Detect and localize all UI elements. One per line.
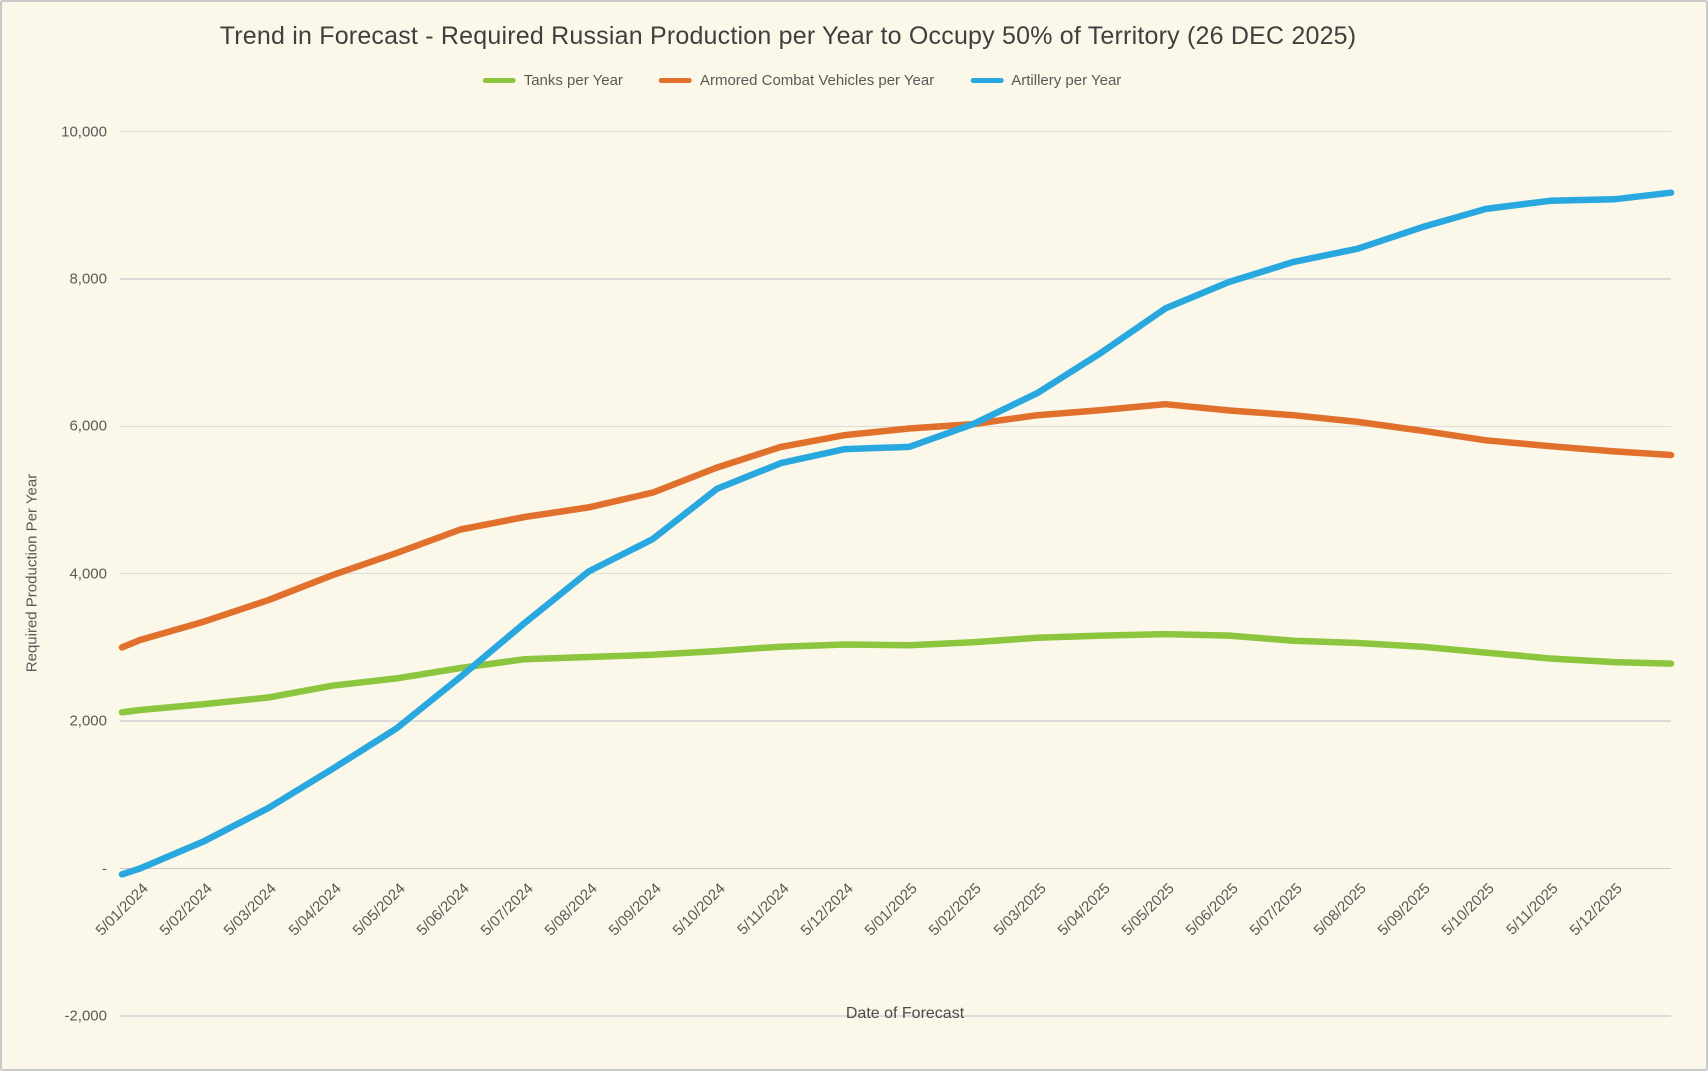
x-axis-title: Date of Forecast <box>845 1005 965 1022</box>
legend-label: Armored Combat Vehicles per Year <box>699 72 935 89</box>
legend-swatch-icon <box>658 78 692 83</box>
x-tick-label: 5/08/2024 <box>541 880 601 940</box>
x-tick-label: 5/01/2025 <box>861 880 922 940</box>
x-tick-label: 5/06/2025 <box>1182 880 1242 940</box>
x-tick-label: 5/09/2025 <box>1374 880 1434 940</box>
x-tick-label: 5/02/2025 <box>925 880 986 940</box>
y-tick-label: -2,000 <box>64 1007 107 1025</box>
x-tick-label: 5/10/2025 <box>1438 880 1498 940</box>
x-tick-label: 5/07/2024 <box>477 880 537 940</box>
x-tick-label: 5/04/2024 <box>285 880 345 940</box>
legend-item-3: Artillery per Year <box>970 72 1121 89</box>
x-tick-label: 5/03/2025 <box>990 880 1050 940</box>
x-tick-label: 5/07/2025 <box>1246 880 1306 940</box>
x-tick-label: 5/09/2024 <box>605 880 665 940</box>
x-tick-label: 5/10/2024 <box>669 880 729 940</box>
legend: Tanks per Year Armored Combat Vehicles pe… <box>482 72 1121 89</box>
legend-item-1: Tanks per Year <box>482 72 623 89</box>
gridline-6000 <box>120 425 1671 428</box>
gridline--2000 <box>120 1015 1671 1017</box>
y-tick-label: 2,000 <box>69 712 107 730</box>
x-tick-label: 5/04/2025 <box>1054 880 1114 940</box>
x-tick-label: 5/11/2024 <box>734 880 793 939</box>
y-tick-label: 4,000 <box>69 565 107 583</box>
legend-item-2: Armored Combat Vehicles per Year <box>658 72 935 89</box>
gridline-10000 <box>120 130 1671 133</box>
y-axis-title: Required Production Per Year <box>23 473 41 673</box>
x-tick-label: 5/11/2025 <box>1503 880 1563 939</box>
x-tick-label: 5/03/2024 <box>220 880 281 940</box>
x-tick-label: 5/12/2024 <box>797 880 858 940</box>
x-tick-label: 5/02/2024 <box>156 880 217 940</box>
legend-swatch-icon <box>970 78 1004 83</box>
y-tick-label: 8,000 <box>69 270 107 288</box>
x-tick-label: 5/05/2024 <box>349 880 409 940</box>
legend-swatch-icon <box>482 78 516 83</box>
gridline-4000 <box>120 572 1671 575</box>
gridline-2000 <box>120 720 1671 722</box>
x-tick-label: 5/12/2025 <box>1566 880 1627 940</box>
gridline-8000 <box>120 278 1671 280</box>
x-tick-label: 5/01/2024 <box>92 880 153 940</box>
x-tick-label: 5/06/2024 <box>413 880 473 940</box>
series-line-tanks-per-year <box>118 630 1675 716</box>
series-line-artillery-per-year <box>118 189 1675 878</box>
y-tick-label: - <box>102 860 107 877</box>
legend-label: Tanks per Year <box>523 72 623 89</box>
x-tick-label: 5/08/2025 <box>1310 880 1370 940</box>
series-line-armored-combat-vehicles-per-year <box>118 400 1675 651</box>
x-tick-label: 5/05/2025 <box>1118 880 1178 940</box>
gridline-0 <box>120 867 1671 870</box>
y-tick-label: 10,000 <box>61 123 107 140</box>
y-tick-label: 6,000 <box>69 417 107 435</box>
chart-title: Trend in Forecast - Required Russian Pro… <box>219 22 1357 50</box>
legend-label: Artillery per Year <box>1011 72 1122 89</box>
